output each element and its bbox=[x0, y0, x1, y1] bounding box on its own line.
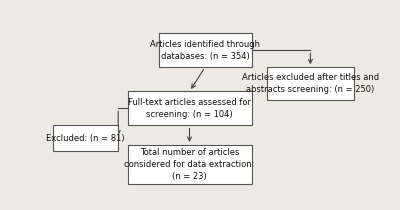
Text: Full-text articles assessed for
screening: (n = 104): Full-text articles assessed for screenin… bbox=[128, 98, 251, 119]
Text: Excluded: (n = 81): Excluded: (n = 81) bbox=[46, 134, 125, 143]
Bar bbox=[53, 125, 118, 151]
Text: Articles excluded after titles and
abstracts screening: (n = 250): Articles excluded after titles and abstr… bbox=[242, 73, 379, 94]
Bar bbox=[158, 33, 252, 67]
Bar bbox=[128, 145, 252, 184]
Bar bbox=[128, 92, 252, 125]
Text: Articles identified through
databases: (n = 354): Articles identified through databases: (… bbox=[150, 40, 260, 61]
Text: Total number of articles
considered for data extraction:
(n = 23): Total number of articles considered for … bbox=[124, 148, 255, 181]
Bar bbox=[267, 67, 354, 100]
